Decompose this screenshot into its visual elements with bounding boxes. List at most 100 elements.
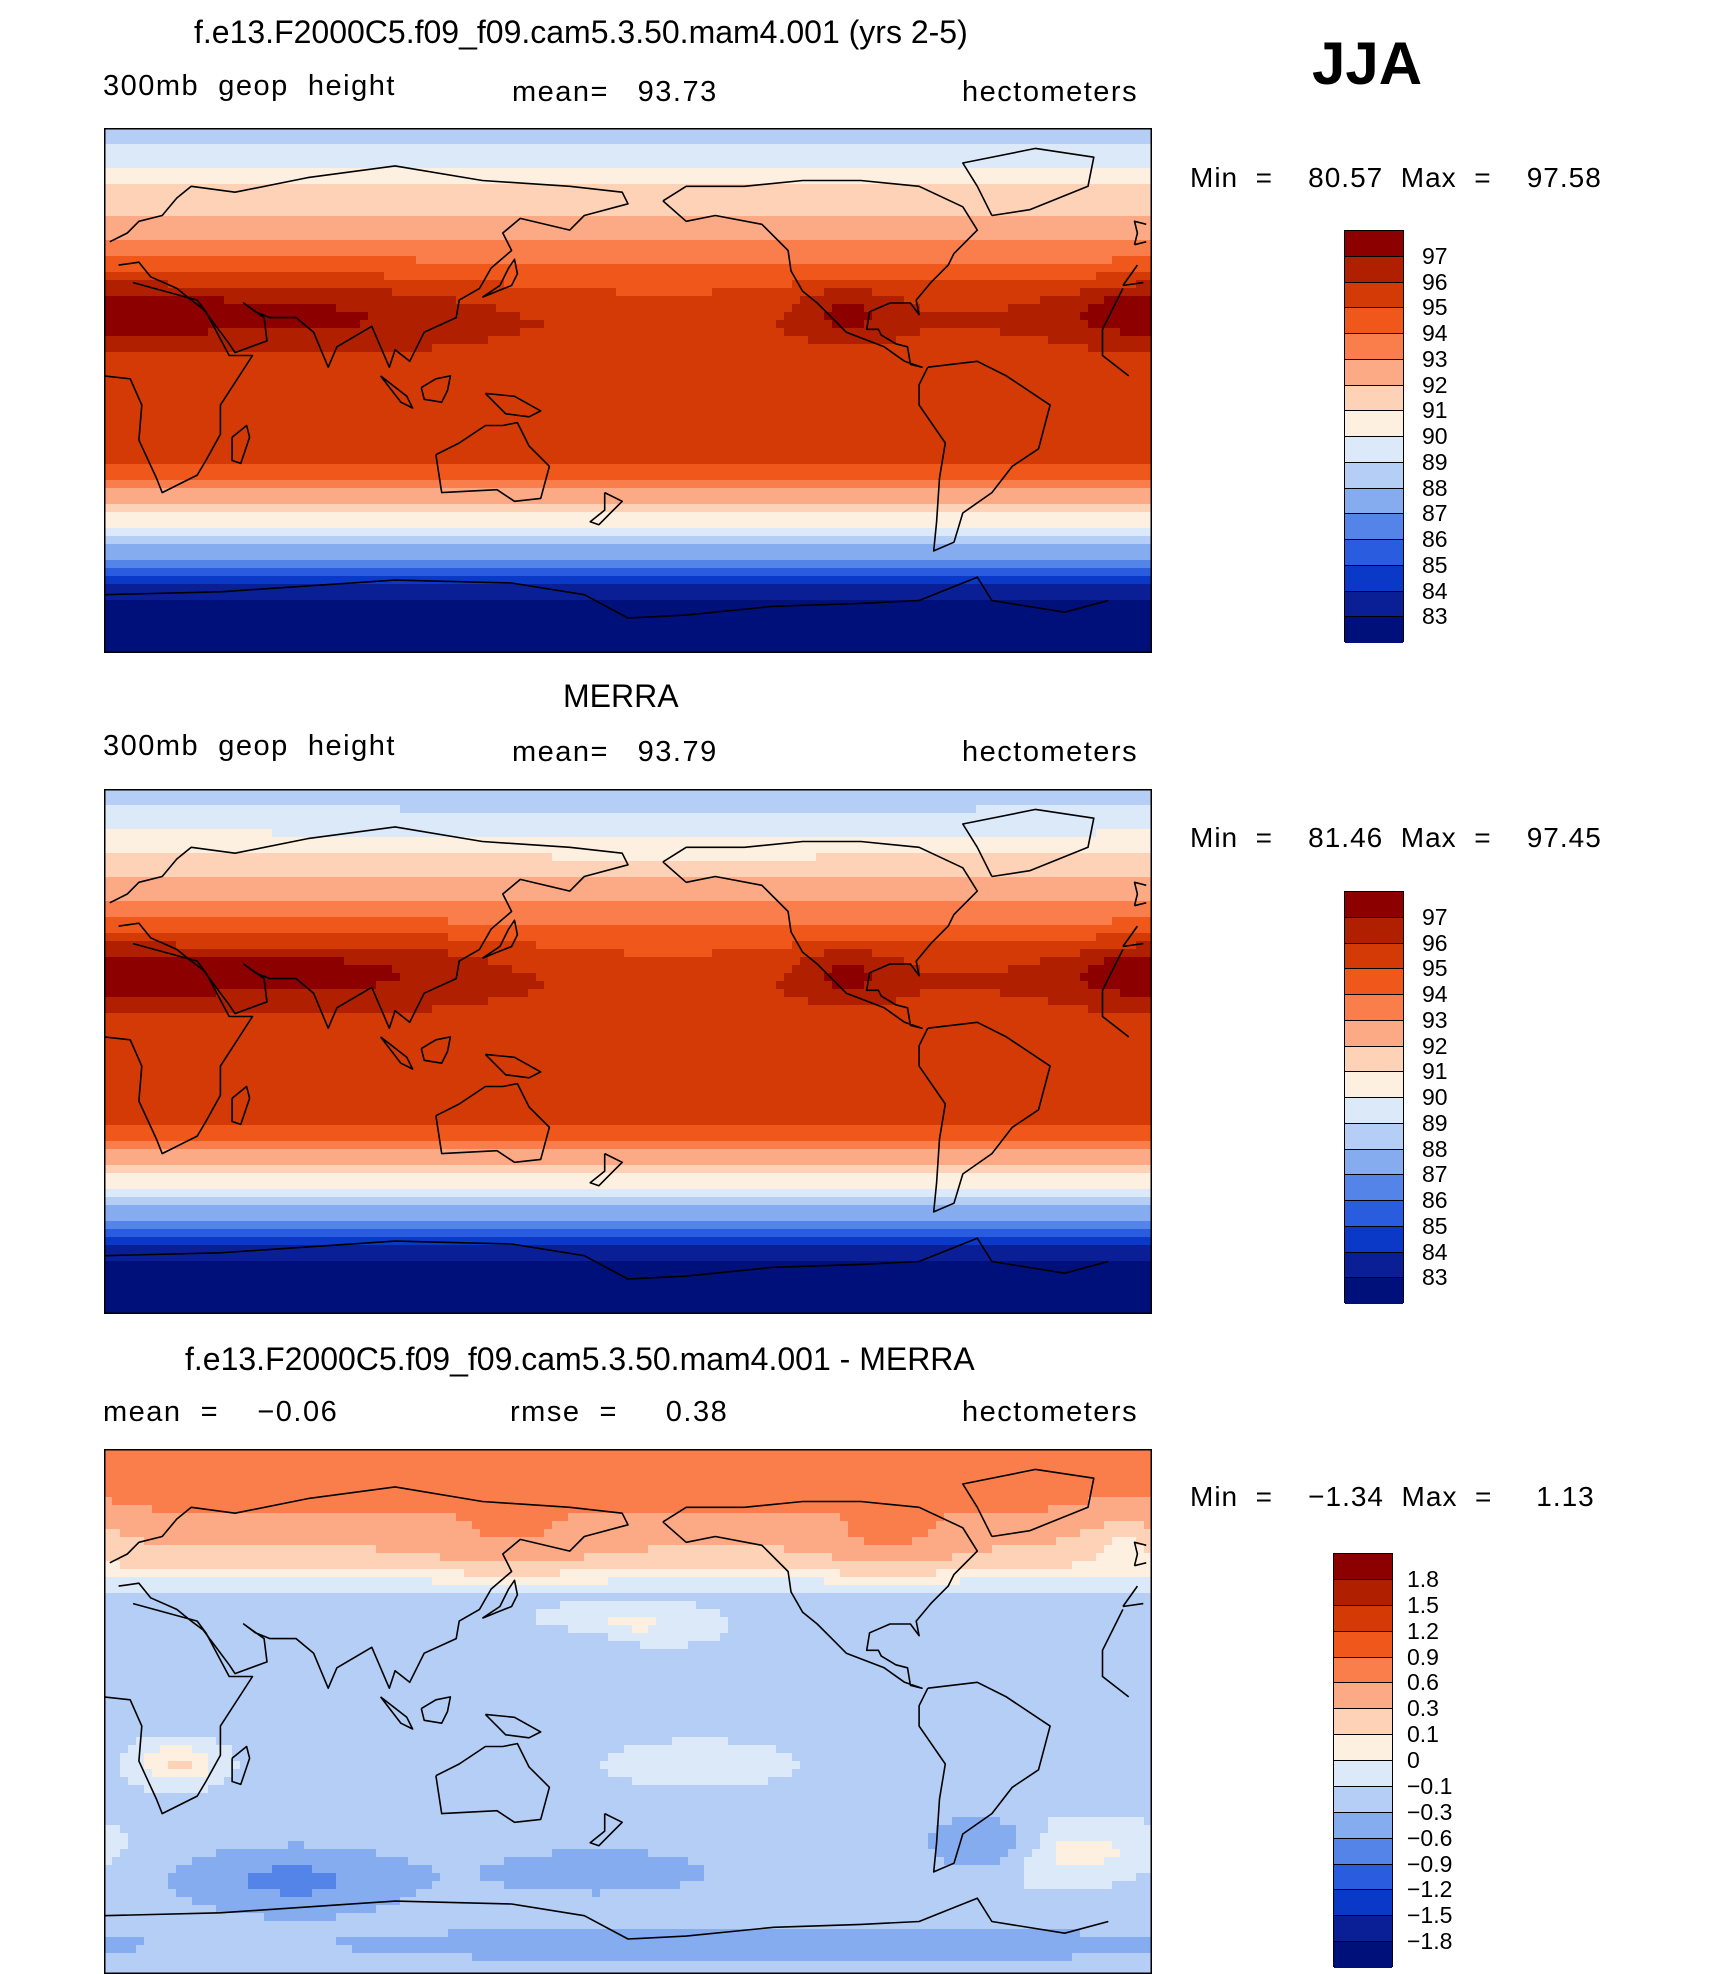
- coastline: [962, 1468, 1095, 1538]
- colorbar-tick-label: 0.6: [1407, 1669, 1439, 1696]
- colorbar-tick-label: −0.6: [1407, 1824, 1453, 1851]
- map-frame: [104, 128, 1152, 653]
- colorbar-tick-label: −0.1: [1407, 1772, 1453, 1799]
- coastline: [1133, 881, 1147, 907]
- colorbar-tick-label: 89: [1422, 448, 1448, 475]
- colorbar-tick-label: −1.2: [1407, 1876, 1453, 1903]
- colorbar-tick-label: −1.8: [1407, 1928, 1453, 1955]
- coastline: [589, 1812, 623, 1847]
- colorbar-tick-label: 85: [1422, 551, 1448, 578]
- coastline: [104, 1602, 1130, 1815]
- colorbar-swatch: [1334, 1890, 1392, 1917]
- field-contours: [104, 128, 1152, 653]
- panel-2-mean-label: mean= 93.79: [512, 736, 718, 768]
- colorbar-swatch: [1345, 591, 1403, 618]
- colorbar-swatch: [1334, 1735, 1392, 1761]
- colorbar-tick-label: 1.2: [1407, 1617, 1439, 1644]
- colorbar-swatch: [1334, 1864, 1392, 1891]
- panel-1-units-label: hectometers: [962, 76, 1139, 108]
- colorbar-tick-label: 97: [1422, 242, 1448, 269]
- coastline: [662, 179, 979, 368]
- colorbar-tick-label: 88: [1422, 474, 1448, 501]
- colorbar-swatch: [1345, 995, 1403, 1021]
- coastline: [1133, 1541, 1147, 1567]
- colorbar-swatch: [1345, 514, 1403, 540]
- colorbar-swatch: [1345, 308, 1403, 334]
- coastline: [379, 1036, 414, 1070]
- coastline: [435, 1742, 551, 1824]
- coastline: [435, 421, 551, 503]
- coastline: [420, 1036, 452, 1064]
- colorbar-swatch: [1334, 1761, 1392, 1787]
- coastline: [589, 1152, 623, 1187]
- coastline: [104, 942, 1130, 1155]
- field-contours: [104, 1449, 1152, 1974]
- colorbar-tick-label: 96: [1422, 929, 1448, 956]
- colorbar-swatch: [1345, 1175, 1403, 1201]
- colorbar-swatches: [1344, 230, 1404, 643]
- colorbar-tick-label: 97: [1422, 903, 1448, 930]
- colorbar-tick-label: 94: [1422, 320, 1448, 346]
- colorbar-swatch: [1345, 1046, 1403, 1073]
- coastline: [662, 1500, 979, 1689]
- coastline: [379, 1696, 414, 1730]
- coastline: [962, 147, 1095, 217]
- colorbar-swatch: [1334, 1916, 1392, 1943]
- colorbar-tick-label: 90: [1422, 423, 1448, 449]
- colorbar-swatch: [1345, 1278, 1403, 1304]
- field-contours: [104, 789, 1152, 1314]
- panel-1-map: [104, 128, 1152, 653]
- coastlines: [104, 1468, 1147, 1940]
- colorbar-swatch: [1345, 231, 1403, 257]
- colorbar-swatch: [1345, 943, 1403, 970]
- colorbar-swatch: [1345, 334, 1403, 360]
- coastline: [104, 1897, 1109, 1940]
- coastline: [435, 1082, 551, 1164]
- coastline: [420, 375, 452, 403]
- colorbar-swatch: [1345, 488, 1403, 515]
- coastline: [662, 840, 979, 1029]
- coastline: [1133, 220, 1147, 246]
- colorbar-swatch: [1345, 1252, 1403, 1279]
- colorbar-swatch: [1345, 385, 1403, 412]
- colorbar-swatch: [1345, 617, 1403, 643]
- colorbar-tick-label: 84: [1422, 577, 1448, 604]
- colorbar-tick-label: 1.5: [1407, 1591, 1439, 1618]
- colorbar-swatch: [1334, 1657, 1392, 1684]
- colorbar-swatch: [1334, 1631, 1392, 1658]
- colorbar-swatch: [1334, 1683, 1392, 1710]
- colorbar-swatch: [1345, 282, 1403, 309]
- coastline: [109, 1486, 1144, 1689]
- coastline: [484, 1713, 542, 1739]
- colorbar-tick-label: 83: [1422, 1264, 1448, 1291]
- colorbar-swatch: [1345, 359, 1403, 386]
- coastline: [104, 1237, 1109, 1280]
- colorbar-tick-label: 92: [1422, 1032, 1448, 1059]
- colorbar-swatch: [1334, 1709, 1392, 1736]
- colorbar-tick-label: 89: [1422, 1109, 1448, 1136]
- coastline: [231, 1085, 251, 1126]
- season-label: JJA: [1312, 30, 1423, 97]
- panel-3-units-label: hectometers: [962, 1396, 1139, 1428]
- colorbar-tick-label: 90: [1422, 1084, 1448, 1110]
- colorbar-tick-label: 92: [1422, 371, 1448, 398]
- colorbar-tick-label: 91: [1422, 1058, 1448, 1085]
- map-frame: [104, 1449, 1152, 1974]
- colorbar-tick-label: 0.3: [1407, 1695, 1439, 1722]
- colorbar-tick-label: 86: [1422, 526, 1448, 552]
- coastline: [104, 281, 1130, 494]
- colorbar-swatch: [1345, 1020, 1403, 1047]
- colorbar-swatch: [1345, 892, 1403, 918]
- colorbar-swatch: [1345, 1201, 1403, 1227]
- coastline: [918, 1681, 1051, 1873]
- coastline: [481, 1579, 519, 1619]
- panel-1-title: f.e13.F2000C5.f09_f09.cam5.3.50.mam4.001…: [194, 14, 968, 50]
- colorbar-tick-label: 85: [1422, 1212, 1448, 1239]
- colorbar-tick-label: 87: [1422, 1161, 1448, 1188]
- coastline: [918, 360, 1051, 552]
- colorbar-tick-label: 94: [1422, 981, 1448, 1007]
- colorbar-swatches: [1333, 1553, 1393, 1968]
- colorbar-swatch: [1345, 969, 1403, 995]
- coastline: [481, 919, 519, 959]
- colorbar-tick-label: 93: [1422, 1006, 1448, 1033]
